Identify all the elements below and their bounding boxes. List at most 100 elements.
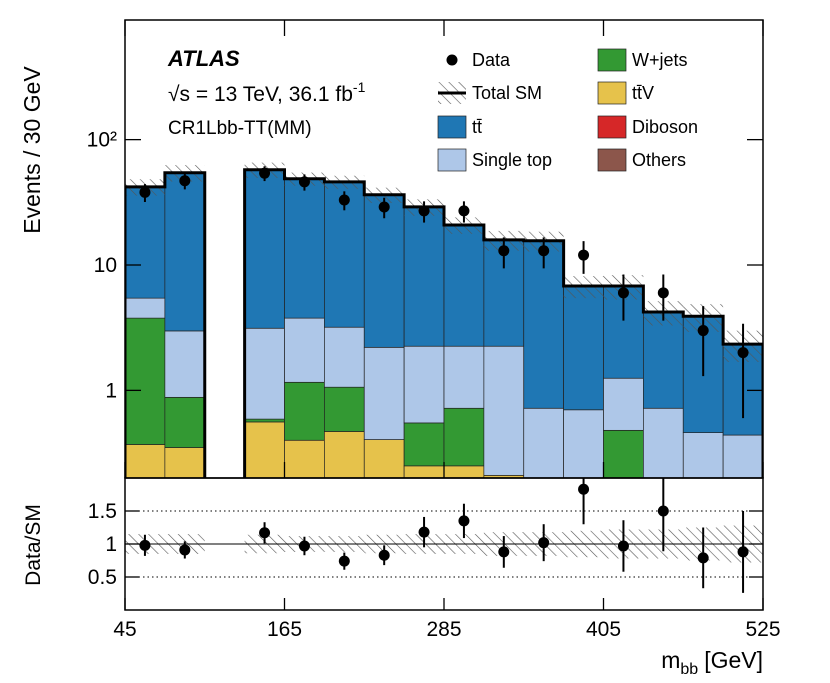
x-label-unit: [GeV] <box>704 647 763 673</box>
data-point <box>538 245 550 257</box>
ratio-point <box>139 539 151 551</box>
data-point <box>298 176 310 188</box>
x-tick-label: 45 <box>113 618 136 641</box>
energy-sup: -1 <box>353 79 366 95</box>
ratio-point <box>298 540 310 552</box>
ratio-point <box>578 483 590 495</box>
ratio-point <box>418 526 430 538</box>
data-point <box>418 205 430 217</box>
data-point <box>578 249 590 261</box>
legend-swatch <box>597 115 627 139</box>
stack-segment <box>363 346 405 440</box>
stack-segment <box>403 345 445 424</box>
ratio-point <box>617 540 629 552</box>
legend-swatch <box>597 148 627 172</box>
data-point <box>737 347 749 359</box>
data-point <box>139 186 151 198</box>
ratio-point <box>657 505 669 517</box>
legend-label: W+jets <box>632 50 688 70</box>
stack-segment <box>125 186 166 299</box>
stack-segment <box>324 431 365 478</box>
data-point <box>458 205 470 217</box>
stack-segment <box>403 422 445 467</box>
ratio-point <box>458 515 470 527</box>
stack-segment <box>125 317 166 445</box>
legend-swatch <box>597 81 627 105</box>
stack-segment <box>164 172 206 332</box>
stack-segment <box>324 326 365 388</box>
ratio-point <box>378 549 390 561</box>
ratio-point <box>498 546 510 558</box>
ratio-tick-label: 1.5 <box>88 500 117 523</box>
legend-label: Total SM <box>472 83 542 103</box>
ratio-point <box>338 555 350 567</box>
stack-segment <box>443 345 485 409</box>
stack-segment <box>443 407 485 467</box>
legend-label: Single top <box>472 150 552 170</box>
legend-swatch <box>597 48 627 72</box>
stack-segment <box>164 396 206 448</box>
stack-segment <box>523 240 564 409</box>
stack-segment <box>603 377 644 431</box>
stack-segment <box>284 317 325 383</box>
ratio-point <box>697 552 709 564</box>
y-axis-label: Events / 30 GeV <box>19 66 45 234</box>
stack-segment <box>403 206 445 347</box>
legend-swatch <box>437 115 467 139</box>
legend-label: tt̄V <box>632 83 654 103</box>
ratio-point <box>259 527 271 539</box>
x-axis-label: mbb [GeV] <box>661 647 763 678</box>
data-point <box>179 175 191 187</box>
stack-segment <box>483 345 525 476</box>
region-label: CR1Lbb-TT(MM) <box>168 118 312 139</box>
legend-label: Data <box>472 50 511 70</box>
stack-segment <box>244 169 285 329</box>
data-point <box>657 287 669 299</box>
stack-segment <box>643 407 684 478</box>
energy-text: √s = 13 TeV, 36.1 fb <box>168 83 353 106</box>
total-sm-line <box>125 168 763 478</box>
ratio-point <box>737 546 749 558</box>
data-point <box>617 287 629 299</box>
main-plot <box>125 162 763 478</box>
x-tick-label: 165 <box>267 618 302 641</box>
stack-segment <box>125 297 166 319</box>
data-point <box>697 325 709 337</box>
stack-segment <box>284 439 325 478</box>
stack-segment <box>643 311 684 409</box>
stack-segment <box>284 178 325 319</box>
data-point <box>259 167 271 179</box>
stack-segment <box>443 224 485 347</box>
x-label-symbol: m <box>661 647 680 673</box>
ratio-tick-label: 1 <box>105 533 117 556</box>
data-point <box>498 245 510 257</box>
x-tick-label: 405 <box>586 618 621 641</box>
axes: 1 10 10² 0.5 1 1.5 45 165 285 405 525 <box>87 19 781 641</box>
legend-label: Diboson <box>632 117 698 137</box>
stack-segment <box>164 330 206 398</box>
y-tick-label: 1 <box>105 379 117 402</box>
ratio-tick-label: 0.5 <box>88 566 117 589</box>
ratio-y-label: Data/SM <box>22 504 45 586</box>
stack-segment <box>722 434 763 478</box>
data-point <box>378 201 390 213</box>
stack-segment <box>682 432 724 478</box>
stack-segment <box>324 386 365 432</box>
stack-segment <box>244 327 285 420</box>
ratio-point <box>538 537 550 549</box>
stack-segment <box>563 285 604 411</box>
legend-label: Others <box>632 150 686 170</box>
stack-segment <box>523 407 564 478</box>
stack-segment <box>284 381 325 441</box>
energy-label: √s = 13 TeV, 36.1 fb-1 <box>168 79 366 106</box>
legend-data-marker <box>446 54 458 66</box>
x-tick-label: 525 <box>745 618 780 641</box>
legend-swatch <box>437 148 467 172</box>
x-label-sub: bb <box>680 661 698 678</box>
legend-label: tt̄ <box>472 117 482 137</box>
y-tick-label: 10² <box>87 129 117 152</box>
atlas-label: ATLAS <box>167 46 240 71</box>
ratio-plot <box>125 478 763 593</box>
y-tick-label: 10 <box>94 254 117 277</box>
